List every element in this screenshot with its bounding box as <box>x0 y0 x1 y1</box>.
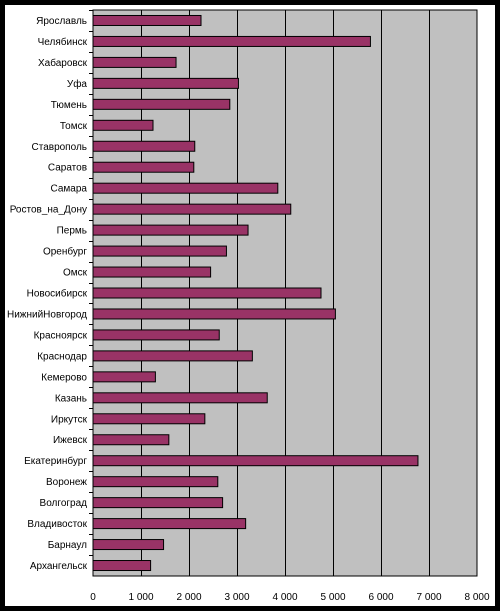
category-label: Красноярск <box>34 330 88 341</box>
bar <box>92 350 253 362</box>
category-label: Екатеринбург <box>24 455 87 467</box>
bar <box>92 119 154 131</box>
category-label: НижнийНовгород <box>7 309 87 320</box>
bar <box>92 266 212 278</box>
category-label: Иркутск <box>51 414 88 425</box>
bar <box>92 455 419 467</box>
bar <box>92 392 268 404</box>
bar <box>92 77 239 89</box>
category-label: Ставрополь <box>32 142 88 153</box>
x-tick-label: 6 000 <box>368 592 393 603</box>
bar <box>92 98 231 110</box>
category-label: Челябинск <box>38 36 88 48</box>
bar <box>92 560 152 572</box>
x-tick-label: 3 000 <box>224 592 249 603</box>
bar <box>92 413 206 425</box>
x-tick-label: 7 000 <box>416 592 441 603</box>
x-tick-label: 5 000 <box>320 592 345 603</box>
category-label: Владивосток <box>27 519 87 530</box>
category-label: Краснодар <box>37 351 87 362</box>
bar <box>92 476 219 488</box>
x-tick-label: 1 000 <box>128 592 153 603</box>
bar <box>92 56 177 68</box>
bars <box>92 14 419 572</box>
y-ticks <box>89 10 93 556</box>
bar-chart: Ярославль Челябинск Хабаровск Уфа Тюмень Томс… <box>7 9 490 603</box>
x-tick-label: 2 000 <box>176 592 201 603</box>
bar <box>92 14 202 26</box>
category-label: Ростов_на_Дону <box>10 205 87 216</box>
bar <box>92 182 279 194</box>
category-label: Казань <box>55 393 87 404</box>
bar <box>92 497 224 509</box>
category-label: Тюмень <box>51 100 87 111</box>
bar <box>92 308 336 320</box>
bar <box>92 35 371 47</box>
bar <box>92 140 196 152</box>
category-label: Уфа <box>67 78 88 90</box>
category-label: Новосибирск <box>27 288 88 300</box>
category-label: Волгоград <box>40 498 88 509</box>
bar <box>92 539 165 551</box>
bar <box>92 203 292 215</box>
category-label: Саратов <box>48 163 87 174</box>
category-label: Омск <box>63 268 88 279</box>
bar <box>92 245 227 257</box>
category-label: Томск <box>60 121 88 132</box>
category-label: Пермь <box>57 226 87 237</box>
bar <box>92 371 156 383</box>
bar <box>92 161 195 173</box>
bar <box>92 287 322 299</box>
category-label: Архангельск <box>30 561 88 572</box>
x-tick-label: 4 000 <box>272 592 297 603</box>
bar <box>92 434 170 446</box>
category-label: Воронеж <box>46 477 87 488</box>
x-tick-labels: 0 1 000 2 000 3 000 4 000 5 000 6 000 7 000 8 00… <box>90 592 490 603</box>
x-tick-label: 0 <box>90 592 96 603</box>
category-label: Ижевск <box>53 435 88 446</box>
bar <box>92 329 220 341</box>
category-label: Оренбург <box>43 246 87 258</box>
category-label: Самара <box>51 184 88 195</box>
category-labels: Ярославль Челябинск Хабаровск Уфа Тюмень Томс… <box>7 16 88 572</box>
bar <box>92 224 249 236</box>
category-label: Барнаул <box>48 540 87 551</box>
category-label: Кемерово <box>41 372 87 383</box>
category-label: Хабаровск <box>38 57 88 69</box>
category-label: Ярославль <box>36 16 87 27</box>
x-tick-label: 8 000 <box>464 592 489 603</box>
bar <box>92 518 247 530</box>
